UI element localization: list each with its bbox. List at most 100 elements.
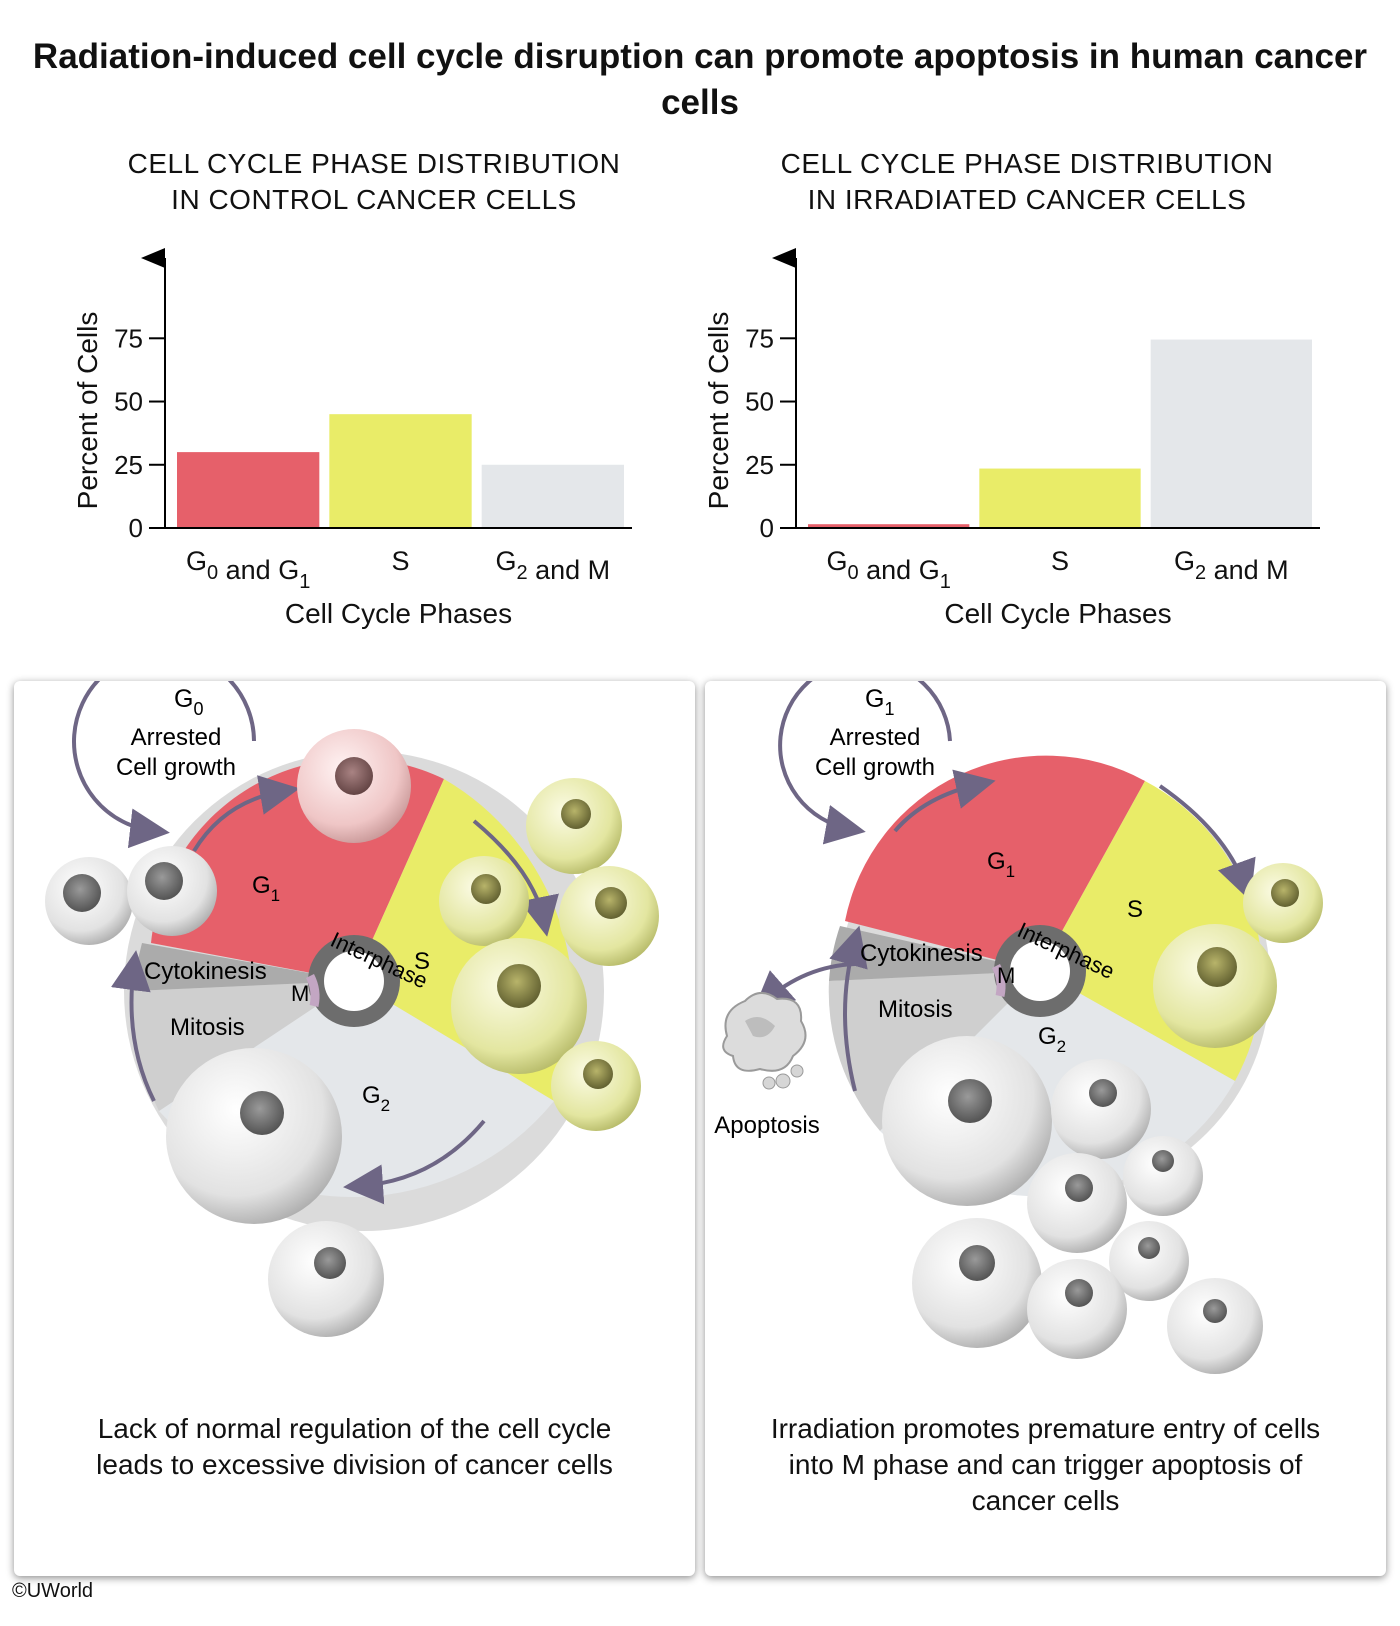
y-tick-label: 75 (745, 323, 774, 353)
caption-line: Irradiation promotes premature entry of … (770, 1413, 1321, 1444)
caption-line: leads to excessive division of cancer ce… (96, 1449, 613, 1480)
bar-g2-and-m (481, 464, 624, 528)
cell (1027, 1153, 1127, 1253)
y-tick-label: 75 (114, 323, 143, 353)
cell (439, 856, 529, 946)
s-arrow (1158, 784, 1256, 902)
cell (268, 1221, 384, 1337)
caption-line: into M phase and can trigger apoptosis o… (788, 1449, 1303, 1480)
g1-arrow (192, 775, 300, 853)
cell (1027, 1259, 1127, 1359)
s-label: S (414, 948, 430, 975)
y-tick-label: 0 (760, 513, 774, 543)
g2-label: G2 (1038, 1023, 1066, 1056)
cytokinesis-sector (134, 943, 354, 991)
chart-title-line: CELL CYCLE PHASE DISTRIBUTION (780, 148, 1274, 179)
cell (1167, 1278, 1263, 1374)
cell (1243, 863, 1323, 943)
cell (1109, 1221, 1189, 1301)
x-tick-label: S (391, 546, 409, 576)
x-tick-label: G2 and M (1174, 546, 1289, 585)
g1-label: G1 (987, 848, 1015, 881)
irradiated-bar-chart: G0 and G1 S G2 and M 0 25 50 75 Percent of Cell… (703, 248, 1320, 629)
m-label: M (291, 981, 309, 1006)
control-bar-chart: G0 and G1 S G2 and M 0 25 50 75 Percent of Cell… (72, 248, 632, 629)
x-tick-label: S (1051, 546, 1069, 576)
g1-label: G1 (252, 872, 280, 905)
arrest-phase-label: G1 (865, 685, 894, 719)
x-tick-label: G2 and M (495, 546, 610, 585)
chart-title-line: IN IRRADIATED CANCER CELLS (807, 184, 1247, 215)
chart-title-control: CELL CYCLE PHASE DISTRIBUTION IN CONTROL… (64, 146, 684, 218)
bar-g0-and-g1 (177, 452, 320, 528)
y-tick-label: 50 (745, 387, 774, 417)
bar-s (979, 468, 1141, 528)
apoptosis-label: Apoptosis (714, 1112, 819, 1139)
irradiated-caption: Irradiation promotes premature entry of … (705, 1411, 1386, 1519)
cell (45, 857, 133, 945)
arrest-label-line1: Arrested (830, 724, 921, 751)
x-tick-label: G0 and G1 (827, 546, 951, 593)
bar-g2-and-m (1150, 339, 1312, 528)
cytokinesis-sector (829, 926, 1040, 981)
copyright: ©UWorld (12, 1580, 94, 1602)
bar-g0-and-g1 (808, 524, 970, 528)
mitosis-arrow (829, 925, 868, 1092)
s-label: S (1127, 896, 1143, 923)
caption-line: Lack of normal regulation of the cell cy… (97, 1413, 612, 1444)
arrest-phase-label: G0 (174, 685, 203, 719)
y-tick-label: 25 (745, 450, 774, 480)
m-ring-segment (991, 963, 1006, 997)
y-axis-label: Percent of Cells (72, 312, 103, 510)
mitosis-label: Mitosis (170, 1014, 245, 1041)
arrest-label-line1: Arrested (131, 724, 222, 751)
arrest-loop-arrow (72, 681, 256, 849)
control-caption: Lack of normal regulation of the cell cy… (14, 1411, 695, 1483)
y-tick-label: 25 (114, 450, 143, 480)
irradiated-cycle-panel: G1 Arrested Cell growth G1 S G2 Cytokine… (705, 681, 1386, 1576)
y-tick-label: 0 (129, 513, 143, 543)
mitosis-label: Mitosis (878, 996, 953, 1023)
apoptotic-cell (722, 992, 807, 1090)
g1-arrow (893, 769, 996, 833)
control-cycle-diagram: G0 Arrested Cell growth G1 S G2 Cytokine… (45, 681, 659, 1337)
cell (882, 1036, 1052, 1206)
apoptosis-arrow (752, 962, 856, 1012)
cell (1051, 1059, 1151, 1159)
chart-title-irradiated: CELL CYCLE PHASE DISTRIBUTION IN IRRADIA… (717, 146, 1337, 218)
x-tick-label: G0 and G1 (186, 546, 310, 593)
caption-line: cancer cells (971, 1485, 1120, 1516)
control-cycle-panel: G0 Arrested Cell growth G1 S G2 Cytokine… (14, 681, 695, 1576)
bar-s (329, 414, 472, 528)
irradiated-cycle-diagram: G1 Arrested Cell growth G1 S G2 Cytokine… (714, 681, 1323, 1374)
chart-title-line: CELL CYCLE PHASE DISTRIBUTION (127, 148, 621, 179)
page-title: Radiation-induced cell cycle disruption … (32, 37, 1368, 122)
cell (166, 1048, 342, 1224)
cell (127, 846, 217, 936)
cell (1153, 924, 1277, 1048)
cell (297, 729, 411, 843)
x-axis-label: Cell Cycle Phases (944, 598, 1171, 629)
ring-hole (324, 951, 384, 1011)
g2-label: G2 (362, 1082, 390, 1115)
x-axis-label: Cell Cycle Phases (285, 598, 512, 629)
cell (451, 938, 587, 1074)
s-arrow (472, 819, 559, 937)
arrest-loop-arrow (778, 681, 952, 845)
m-ring-segment (305, 973, 320, 1007)
cytokinesis-label: Cytokinesis (860, 940, 983, 967)
arrest-label-line2: Cell growth (815, 754, 935, 781)
g2-arrow (343, 1119, 486, 1205)
mitosis-arrow (111, 950, 156, 1102)
y-axis-label: Percent of Cells (703, 312, 734, 510)
chart-title-line: IN CONTROL CANCER CELLS (171, 184, 577, 215)
cell (559, 866, 659, 966)
cytokinesis-label: Cytokinesis (144, 958, 267, 985)
cell (551, 1041, 641, 1131)
m-label: M (997, 963, 1015, 988)
cell (1123, 1136, 1203, 1216)
cell (912, 1218, 1042, 1348)
cell (526, 778, 622, 874)
y-tick-label: 50 (114, 387, 143, 417)
ring-hole (1010, 941, 1070, 1001)
